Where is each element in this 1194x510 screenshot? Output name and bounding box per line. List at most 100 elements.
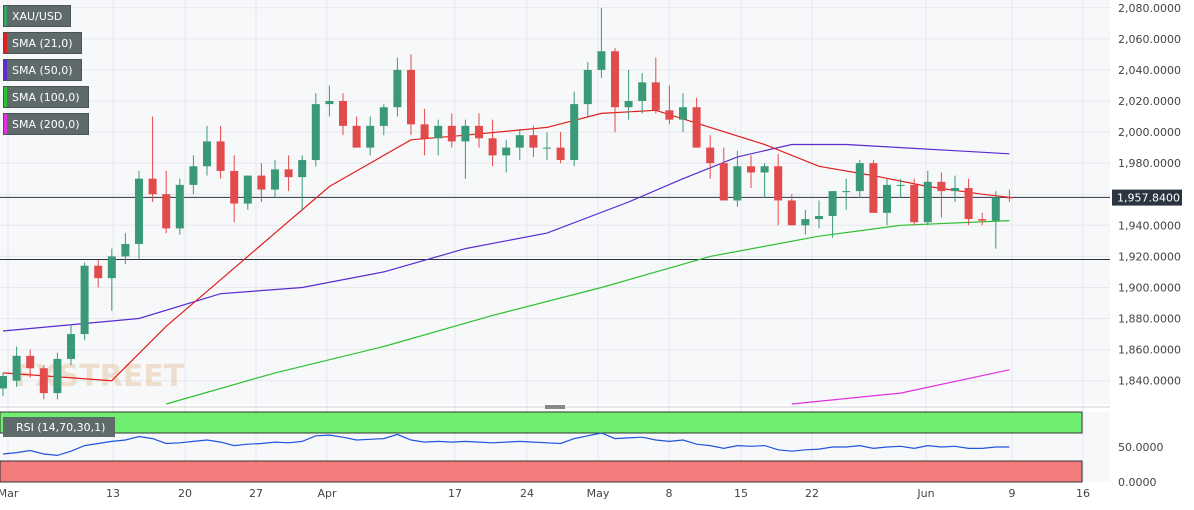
legend-swatch bbox=[4, 33, 7, 53]
candle-body bbox=[951, 188, 959, 192]
legend-label: SMA (100,0) bbox=[12, 90, 80, 104]
legend-swatch bbox=[4, 6, 7, 26]
current-price-tag bbox=[1112, 189, 1182, 206]
x-tick-label: Apr bbox=[317, 487, 337, 500]
candle-body bbox=[855, 163, 864, 192]
candle-body bbox=[1005, 197, 1014, 199]
candle-body bbox=[12, 355, 21, 381]
candle-body bbox=[910, 184, 919, 223]
x-tick-label: 13 bbox=[106, 487, 120, 500]
y-tick-label: 2,040.0000 bbox=[1118, 64, 1181, 77]
candle-body bbox=[937, 181, 946, 192]
candle-body bbox=[488, 138, 497, 156]
x-tick-label: 24 bbox=[520, 487, 534, 500]
candle-body bbox=[393, 69, 402, 108]
candle-body bbox=[420, 124, 429, 139]
candle-body bbox=[243, 175, 252, 204]
rsi-label-box bbox=[3, 417, 115, 437]
legend-label: XAU/USD bbox=[12, 9, 63, 23]
y-tick-label: 1,940.0000 bbox=[1118, 219, 1181, 232]
candle-body bbox=[135, 178, 143, 244]
candle-body bbox=[665, 110, 674, 120]
y-tick-label: 1,920.0000 bbox=[1118, 250, 1181, 263]
y-tick-label: 2,080.0000 bbox=[1118, 2, 1181, 15]
candle-body bbox=[447, 125, 456, 142]
candle-body bbox=[923, 181, 932, 223]
candle-body bbox=[733, 166, 742, 201]
x-tick-label: 22 bbox=[805, 487, 819, 500]
candle-body bbox=[325, 101, 334, 105]
legend-item[interactable]: SMA (100,0) bbox=[3, 86, 89, 108]
legend-swatch bbox=[4, 114, 7, 134]
candle-body bbox=[26, 355, 35, 369]
candle-body bbox=[379, 107, 388, 126]
candle-body bbox=[842, 191, 851, 193]
x-tick-label: 20 bbox=[178, 487, 192, 500]
candle-body bbox=[543, 147, 551, 149]
candle-body bbox=[774, 166, 783, 201]
candle-body bbox=[597, 51, 606, 70]
candle-body bbox=[148, 178, 157, 195]
x-tick-label: 17 bbox=[448, 487, 462, 500]
y-tick-label: 1,980.0000 bbox=[1118, 157, 1181, 170]
candle-body bbox=[583, 69, 592, 105]
candle-body bbox=[162, 194, 171, 229]
x-tick-label: 15 bbox=[734, 487, 748, 500]
candle-body bbox=[815, 215, 823, 220]
sma-100-line bbox=[166, 220, 1010, 405]
sma-50-line bbox=[2, 143, 1010, 332]
candle-body bbox=[67, 334, 75, 359]
y-tick-label: 2,000.0000 bbox=[1118, 126, 1181, 139]
candle-body bbox=[94, 265, 103, 279]
pane-resize-handle bbox=[545, 405, 565, 409]
candle-body bbox=[230, 170, 239, 204]
candle-body bbox=[760, 166, 769, 173]
x-tick-label: Mar bbox=[0, 487, 19, 500]
candle-body bbox=[121, 243, 130, 257]
rsi-tick-label: 0.0000 bbox=[1118, 476, 1157, 489]
candle-body bbox=[271, 169, 279, 190]
watermark-logo: FXSTREET bbox=[14, 359, 185, 394]
candle-body bbox=[638, 82, 647, 101]
rsi-line bbox=[2, 432, 1010, 457]
legend-label: SMA (200,0) bbox=[12, 117, 80, 131]
legend-label: SMA (50,0) bbox=[12, 63, 73, 77]
current-price-label: 1,957.8400 bbox=[1117, 192, 1180, 205]
x-tick-label: 27 bbox=[249, 487, 263, 500]
candle-body bbox=[203, 141, 211, 167]
candle-body bbox=[828, 191, 837, 216]
legend-swatch bbox=[4, 87, 7, 107]
candle-body bbox=[529, 135, 538, 148]
candle-body bbox=[747, 166, 755, 173]
candle-body bbox=[869, 163, 878, 213]
rsi-oversold-zone bbox=[0, 460, 1083, 483]
candle-body bbox=[39, 368, 48, 394]
legend-item[interactable]: XAU/USD bbox=[3, 5, 72, 27]
candle-body bbox=[706, 147, 715, 164]
rsi-tick-label: 50.0000 bbox=[1118, 441, 1164, 454]
legend-item[interactable]: SMA (200,0) bbox=[3, 113, 89, 135]
candle-body bbox=[883, 184, 891, 213]
candle-body bbox=[175, 184, 184, 229]
legend-item[interactable]: SMA (50,0) bbox=[3, 59, 82, 81]
candle-body bbox=[257, 175, 266, 190]
sma-21-line bbox=[2, 109, 1010, 382]
x-tick-label: 8 bbox=[666, 487, 673, 500]
candle-body bbox=[53, 358, 62, 394]
candle-body bbox=[80, 265, 89, 335]
candle-body bbox=[339, 101, 347, 126]
y-tick-label: 1,880.0000 bbox=[1118, 313, 1181, 326]
candle-body bbox=[107, 256, 116, 279]
candle-body bbox=[787, 200, 796, 226]
candle-body bbox=[366, 125, 375, 148]
legend-item[interactable]: SMA (21,0) bbox=[3, 32, 82, 54]
candle-body bbox=[991, 197, 1000, 221]
candle-body bbox=[311, 104, 320, 161]
candle-body bbox=[978, 219, 987, 221]
y-tick-label: 2,020.0000 bbox=[1118, 95, 1181, 108]
candle-body bbox=[461, 125, 470, 142]
candle-body bbox=[515, 135, 524, 148]
candle-body bbox=[298, 160, 307, 178]
